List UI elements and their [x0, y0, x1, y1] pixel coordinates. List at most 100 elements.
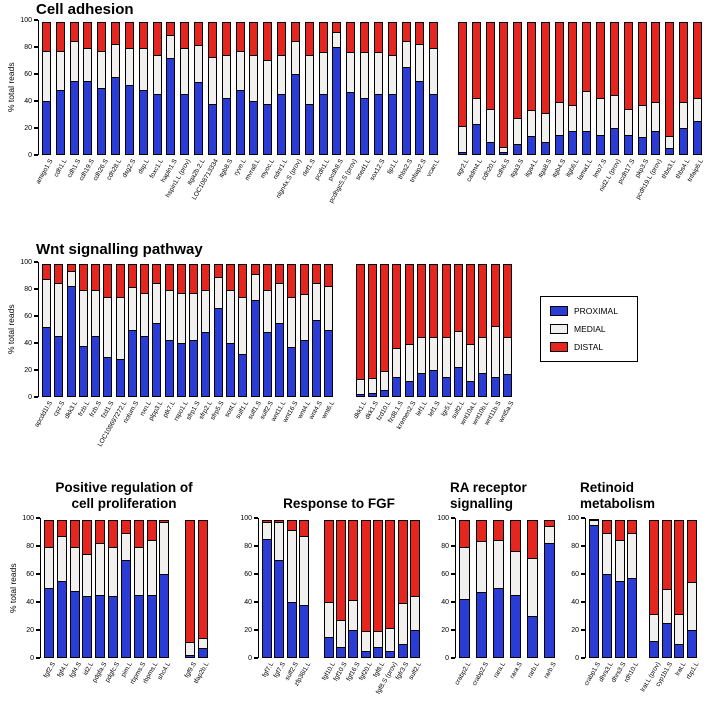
segment-distal [609, 22, 619, 97]
segment-medial [637, 104, 647, 139]
segment-proximal [380, 390, 390, 397]
y-tick-label: 80 [244, 542, 252, 550]
segment-distal [476, 520, 487, 543]
x-tick-label: itga3.S [509, 158, 526, 180]
segment-proximal [140, 336, 150, 397]
segment-medial [83, 48, 93, 82]
y-tick-mark [254, 517, 258, 519]
segment-distal [471, 22, 481, 99]
segment-proximal [69, 80, 79, 155]
bar-fgfr3.S: fgfr3.S [395, 518, 411, 681]
y-tick-label: 60 [244, 570, 252, 578]
x-tick-label: rarb.L [526, 661, 541, 680]
bar-tfap2b.L: tfap2b.L [193, 518, 211, 685]
bar-crabp1.S: crabp1.S [583, 518, 602, 687]
segment-medial [502, 337, 512, 376]
x-tick-label: rara.S [508, 661, 524, 680]
y-tick-label: 100 [240, 514, 252, 522]
bar-nid2.L (prov): nid2.L (prov) [598, 20, 622, 193]
bar-itga3.S: itga3.S [509, 20, 526, 179]
bar-cdh19.S: cdh19.S [78, 20, 96, 182]
bar-rarb.S: rarb.S [543, 518, 558, 680]
bar-sfrp5.S: sfrp5.S [210, 262, 226, 421]
segment-distal [299, 264, 309, 296]
segment-distal [275, 264, 285, 285]
segment-proximal [526, 136, 536, 155]
group-gap [640, 657, 646, 658]
segment-distal [180, 22, 190, 49]
segment-proximal [127, 329, 137, 397]
bar-fgf4.L: fgf4.L [56, 518, 70, 679]
x-tick-label: crabp2.S [470, 661, 490, 688]
segment-distal [614, 520, 625, 541]
segment-proximal [55, 90, 65, 155]
segment-medial [651, 102, 661, 132]
segment-proximal [108, 596, 119, 658]
y-tick-label: 20 [26, 626, 34, 634]
segment-distal [429, 264, 439, 339]
segment-medial [235, 50, 245, 92]
bar-dkk1.S: dkk1.S [364, 262, 380, 421]
segment-medial [648, 614, 659, 643]
y-tick-label: 0 [248, 654, 252, 662]
plot-area-response-to-fgf: fgf7.L fgf7.S sulf2.S zfp36l1.L fgf10.L fgf10… [258, 518, 423, 695]
segment-proximal [235, 90, 245, 155]
segment-medial [103, 296, 113, 358]
segment-proximal [544, 543, 555, 658]
segment-medial [687, 582, 697, 631]
bar-fgf7.L: fgf7.L [261, 518, 275, 679]
segment-proximal [138, 90, 148, 155]
segment-medial [42, 279, 51, 328]
segment-proximal [166, 57, 176, 155]
y-tick-label: 40 [571, 598, 579, 606]
segment-distal [466, 264, 476, 346]
segment-medial [335, 619, 346, 648]
y-tick-mark [451, 629, 455, 631]
group-gap [311, 657, 321, 658]
segment-medial [510, 551, 521, 596]
segment-medial [360, 52, 370, 100]
medial-color-swatch [550, 324, 568, 334]
segment-distal [372, 520, 383, 633]
segment-distal [367, 264, 377, 379]
segment-medial [601, 533, 612, 575]
segment-proximal [568, 130, 578, 155]
bar-thbs4.L: thbs4.L [675, 20, 691, 180]
segment-medial [201, 290, 211, 334]
chart-wnt-signalling: Wnt signalling pathway % total reads apc… [6, 241, 515, 448]
bar-lef1.L: lef1.L [415, 262, 429, 417]
y-axis-title: % total reads [6, 62, 16, 113]
y-tick-label: 60 [24, 70, 32, 78]
bar-wnt6.L: wnt6.L [321, 262, 336, 420]
segment-distal [55, 22, 65, 52]
segment-proximal [372, 646, 383, 658]
y-tick-mark [34, 73, 38, 75]
segment-medial [238, 296, 248, 355]
segment-distal [185, 520, 196, 644]
segment-medial [176, 292, 186, 344]
legend-item-proximal: PROXIMAL [550, 306, 628, 316]
segment-medial [287, 296, 297, 349]
segment-medial [380, 371, 390, 392]
segment-medial [544, 526, 555, 545]
y-tick-label: 40 [441, 598, 449, 606]
bar-lef1.S: lef1.S [427, 262, 442, 418]
segment-proximal [91, 336, 101, 397]
segment-medial [540, 112, 550, 143]
bar-wnt11b.S: wnt11b.S [484, 262, 503, 427]
y-tick-label: 20 [24, 124, 32, 132]
segment-medial [55, 50, 65, 92]
segment-medial [152, 283, 162, 324]
y-tick-mark [581, 601, 585, 603]
plot-area-wnt-signalling: apcdd1l.S cpz.S dkk3.L frzb.L frzb.S fzd1.S LO… [34, 262, 515, 448]
segment-proximal [69, 590, 80, 658]
bar-dsp.L: dsp.L [137, 20, 151, 175]
segment-distal [692, 22, 702, 99]
bar-kremen2.S: kremen2.S [395, 262, 417, 431]
segment-proximal [665, 148, 675, 155]
segment-distal [596, 22, 606, 99]
segment-proximal [348, 630, 359, 658]
bar-fgf10.L: fgf10.L [321, 518, 337, 682]
segment-medial [164, 290, 174, 342]
segment-distal [637, 22, 647, 106]
